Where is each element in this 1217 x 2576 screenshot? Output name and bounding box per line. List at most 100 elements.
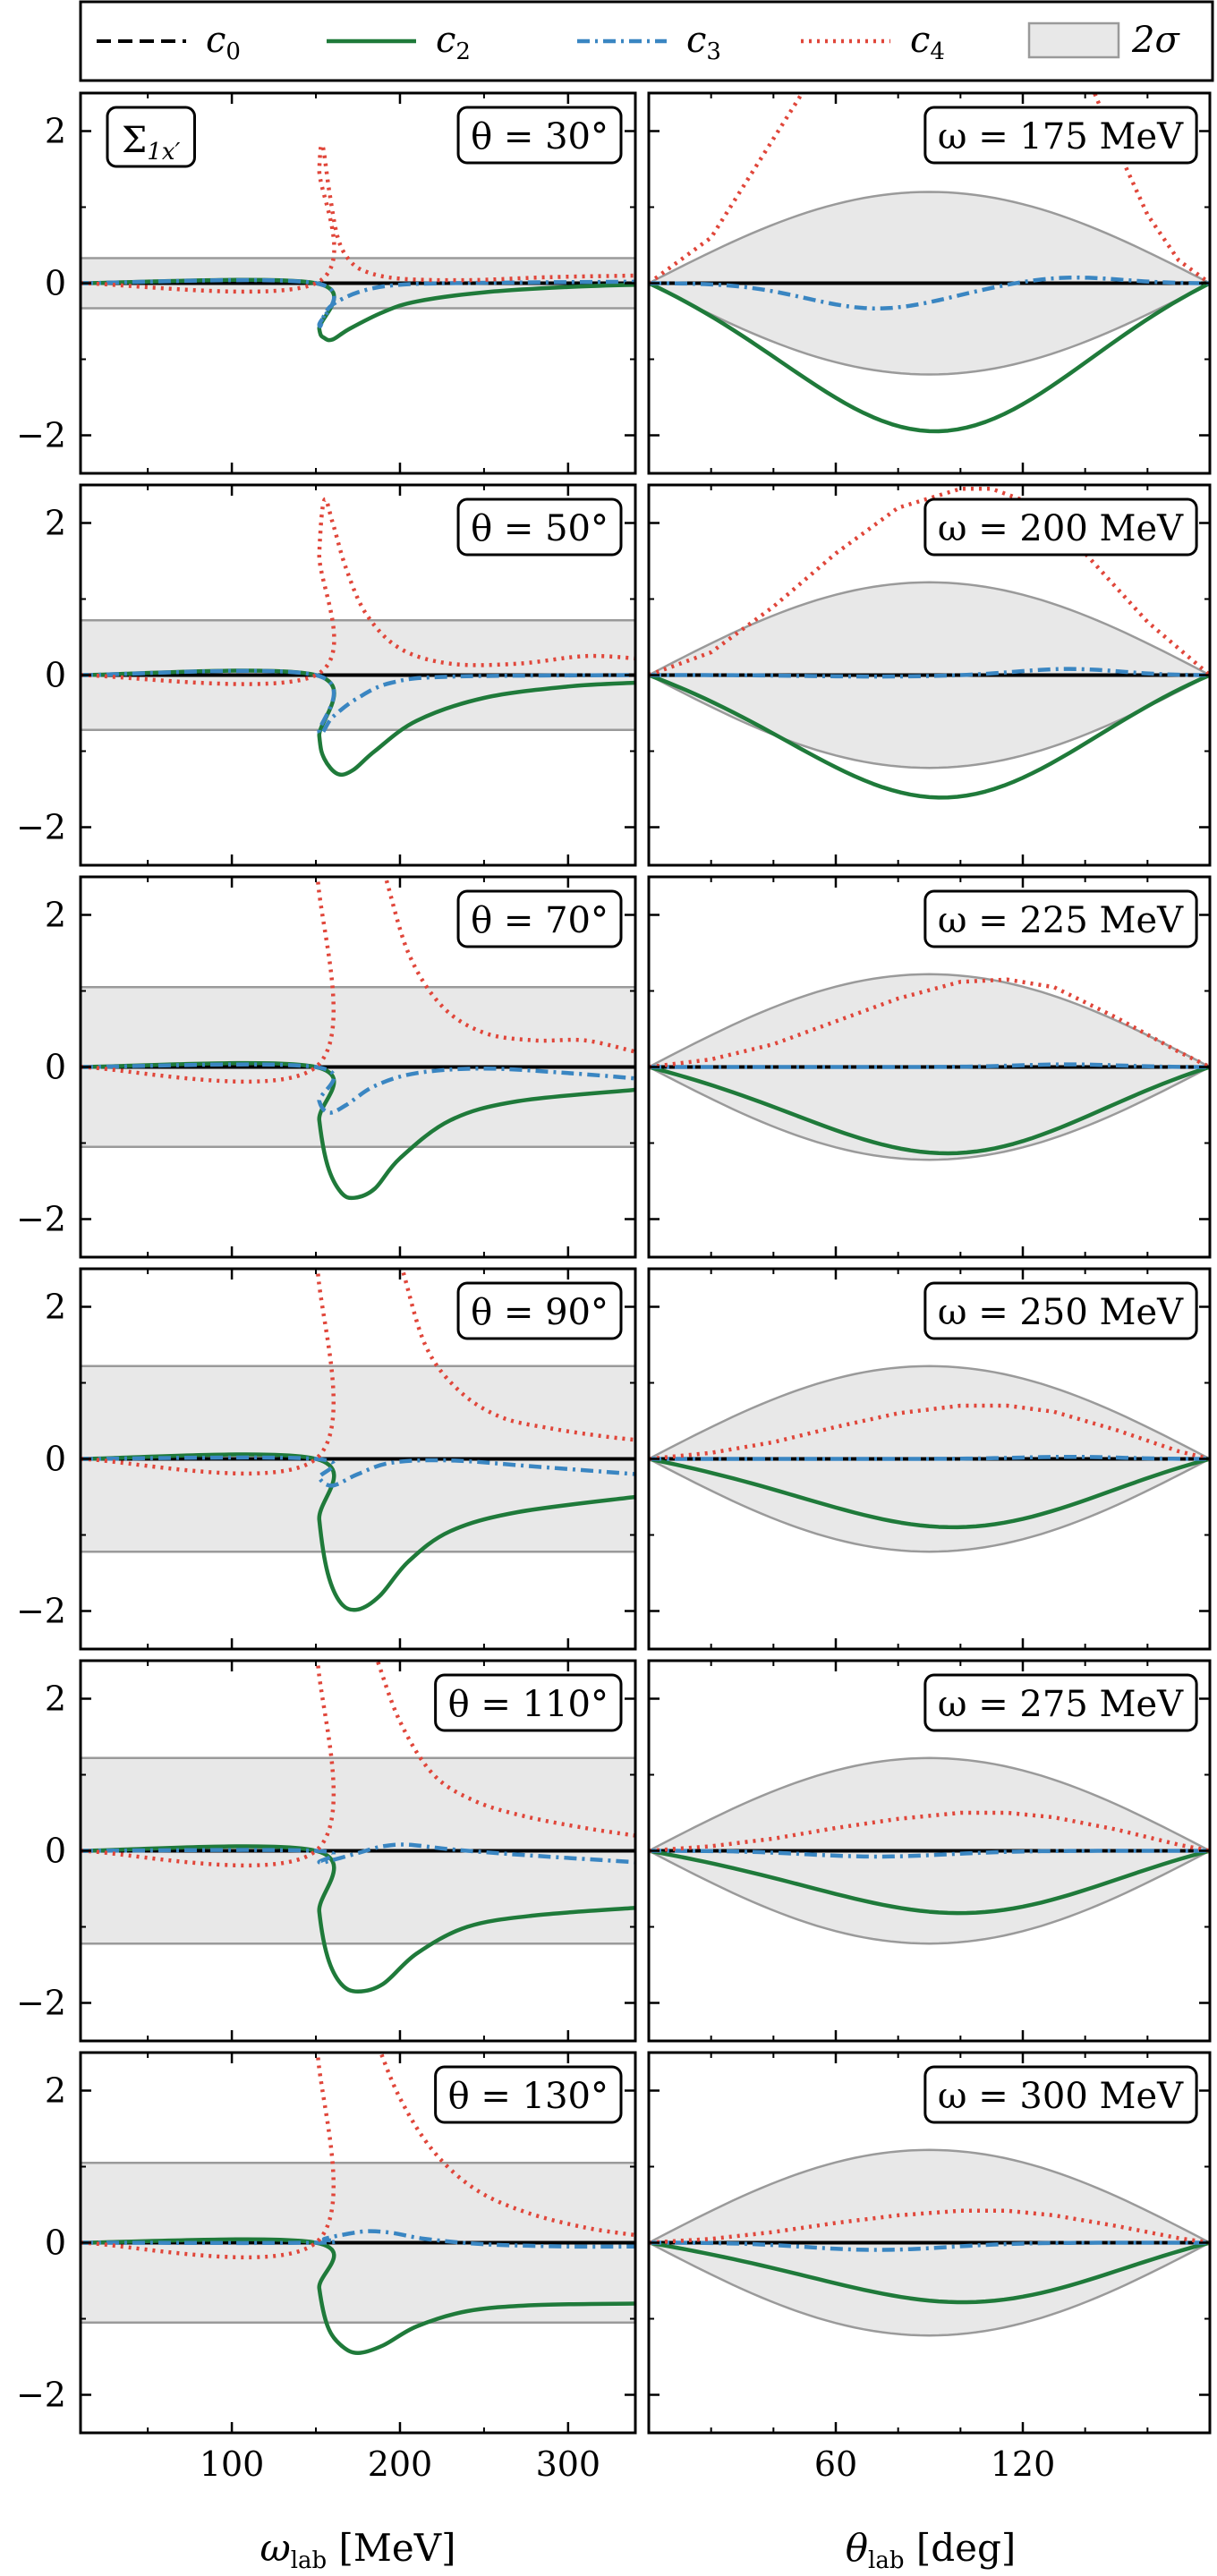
series-c2 — [649, 281, 1210, 434]
legend-label-c4: c4 — [910, 20, 945, 65]
x-tick-label: 100 — [200, 2444, 265, 2484]
panel-label-box — [456, 1281, 623, 1340]
panel-label-box — [456, 497, 623, 557]
right-panel-2: ω = 225 MeV — [647, 875, 1212, 1259]
legend-label-c0: c0 — [206, 20, 241, 65]
panel-label: θ = 50° — [471, 508, 608, 549]
band-lower-edge — [649, 1458, 1210, 1553]
panel-label-box — [923, 1281, 1198, 1340]
band-lower-edge — [649, 2241, 1210, 2337]
band-upper-edge — [649, 1756, 1210, 1852]
series-c4 — [81, 2053, 635, 2260]
y-tick-label: 2 — [45, 1679, 66, 1719]
panel-label: θ = 130° — [448, 2076, 608, 2117]
y-tick-label: 2 — [45, 2071, 66, 2111]
series-c3 — [649, 1849, 1210, 1859]
y-tick-label: −2 — [16, 808, 66, 847]
panel-label: θ = 110° — [448, 1684, 608, 1725]
series-c3 — [81, 1842, 635, 1866]
series-c4 — [649, 1810, 1210, 1853]
right-panel-5: 60 120 ω = 300 MeV — [647, 2051, 1212, 2484]
panel-label: ω = 200 MeV — [938, 508, 1184, 549]
y-tick-label: −2 — [16, 2376, 66, 2415]
panel-label-box — [923, 889, 1198, 948]
panel-label: θ = 30° — [471, 116, 608, 157]
series-c3 — [649, 1454, 1210, 1461]
y-tick-label: 2 — [45, 1288, 66, 1327]
legend: c0 c2 c3 c4 2σ — [79, 0, 1214, 82]
panel-label-box — [434, 1673, 623, 1732]
x-tick-label: 120 — [991, 2444, 1056, 2484]
right-x-axis-label: θlab [deg] — [846, 2526, 1017, 2574]
panel-label: ω = 250 MeV — [938, 1292, 1184, 1333]
series-c3 — [81, 277, 635, 328]
y-tick-label: 0 — [45, 1048, 66, 1087]
series-c3 — [649, 667, 1210, 679]
observable-label-box — [106, 106, 196, 168]
left-panel-5: −2 0 2 100 200 300 θ = 130° — [16, 2051, 637, 2484]
y-tick-label: 0 — [45, 2223, 66, 2263]
y-tick-label: 2 — [45, 112, 66, 151]
panel-label: ω = 275 MeV — [938, 1684, 1184, 1725]
panel-label: ω = 175 MeV — [938, 116, 1184, 157]
y-tick-label: 0 — [45, 1440, 66, 1479]
series-c4 — [649, 1403, 1210, 1461]
legend-label-c2: c2 — [436, 20, 471, 65]
panel-label-box — [434, 2065, 623, 2124]
band-lower-edge — [649, 674, 1210, 769]
panel-grid: −2 0 2 θ = 30° Σ1x′ ω = 175 MeV −2 0 2 θ = 50° ω =… — [16, 91, 1212, 2484]
band-lower-edge — [649, 1849, 1210, 1945]
band-lower-edge — [649, 1066, 1210, 1161]
series-c3 — [81, 1455, 635, 1488]
x-tick-label: 300 — [536, 2444, 601, 2484]
y-tick-label: 2 — [45, 896, 66, 935]
band-upper-edge — [649, 191, 1210, 285]
legend-band-swatch — [1027, 21, 1120, 59]
series-c2 — [649, 673, 1210, 800]
right-panel-3: ω = 250 MeV — [647, 1267, 1212, 1651]
x-tick-label: 200 — [368, 2444, 433, 2484]
series-c3 — [81, 1062, 635, 1115]
y-tick-label: 0 — [45, 1832, 66, 1871]
left-panel-1: −2 0 2 θ = 50° — [16, 483, 637, 867]
y-tick-label: −2 — [16, 416, 66, 455]
y-tick-label: −2 — [16, 1592, 66, 1631]
series-c3 — [649, 1062, 1210, 1069]
panel-label-box — [456, 106, 623, 165]
series-c2 — [649, 1457, 1210, 1530]
x-tick-label: 60 — [814, 2444, 857, 2484]
panel-label: ω = 225 MeV — [938, 900, 1184, 941]
left-panel-2: −2 0 2 θ = 70° — [16, 875, 637, 1259]
left-panel-0: −2 0 2 θ = 30° Σ1x′ — [16, 91, 637, 475]
series-c2 — [649, 1065, 1210, 1156]
right-panel-1: ω = 200 MeV — [647, 483, 1212, 867]
series-c2 — [649, 2240, 1210, 2305]
panel-label: ω = 300 MeV — [938, 2076, 1184, 2117]
band-upper-edge — [649, 2148, 1210, 2244]
band-lower-edge — [649, 282, 1210, 376]
panel-label-box — [923, 106, 1198, 165]
right-panel-4: ω = 275 MeV — [647, 1659, 1212, 2043]
panel-label-box — [923, 2065, 1198, 2124]
left-x-axis-label: ωlab [MeV] — [260, 2526, 455, 2574]
series-c4 — [81, 1661, 635, 1868]
observable-label: Σ1x′ — [122, 120, 180, 166]
panel-label-box — [923, 1673, 1198, 1732]
series-c4 — [649, 977, 1210, 1069]
legend-label-c3: c3 — [686, 20, 721, 65]
left-panel-4: −2 0 2 θ = 110° — [16, 1659, 637, 2043]
legend-label-band: 2σ — [1131, 20, 1180, 61]
y-tick-label: −2 — [16, 1200, 66, 1239]
y-tick-label: −2 — [16, 1984, 66, 2023]
band-upper-edge — [649, 1365, 1210, 1460]
y-tick-label: 0 — [45, 264, 66, 303]
panel-label: θ = 90° — [471, 1292, 608, 1333]
series-c4 — [649, 2208, 1210, 2245]
panel-label-box — [923, 497, 1198, 557]
panel-label-box — [456, 889, 623, 948]
series-c2 — [649, 1849, 1210, 1916]
left-panel-3: −2 0 2 θ = 90° — [16, 1267, 637, 1651]
band-upper-edge — [649, 973, 1210, 1068]
series-c4 — [81, 142, 635, 294]
